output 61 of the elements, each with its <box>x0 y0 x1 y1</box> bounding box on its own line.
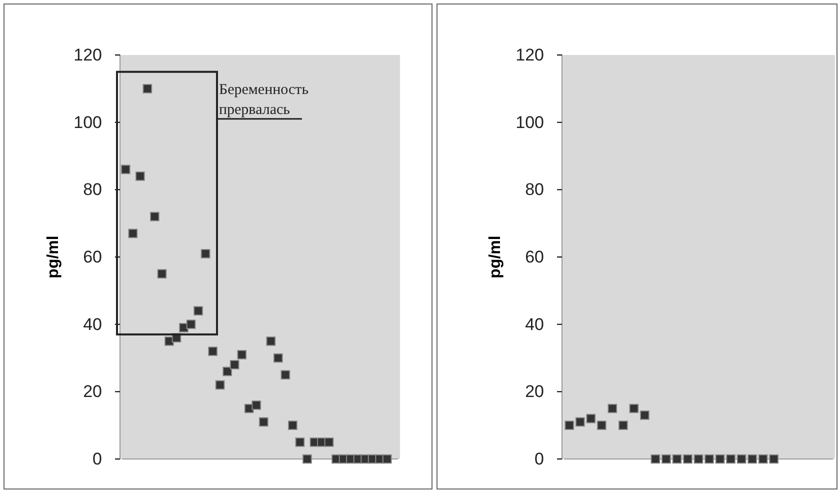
point <box>288 420 298 430</box>
point <box>618 420 628 430</box>
y-axis-title: pg/ml <box>45 236 62 278</box>
y-tick-label: 120 <box>516 45 544 64</box>
point <box>142 84 152 94</box>
point <box>704 454 714 464</box>
point <box>726 454 736 464</box>
y-tick-label: 40 <box>83 314 102 334</box>
point <box>200 248 210 258</box>
point <box>736 454 746 464</box>
point <box>586 414 596 424</box>
y-tick-label: 40 <box>525 314 544 334</box>
point <box>694 454 704 464</box>
y-tick-label: 60 <box>83 247 102 266</box>
point <box>650 454 660 464</box>
y-tick-label: 20 <box>525 382 544 402</box>
point <box>748 454 757 464</box>
annotation: Беременность прервалась <box>219 82 309 118</box>
point <box>575 417 585 427</box>
y-tick-label: 0 <box>534 449 544 468</box>
point <box>662 454 671 464</box>
y-axis-title: pg/ml <box>487 236 504 278</box>
y-tick-label: 0 <box>92 449 102 468</box>
point <box>608 404 618 414</box>
point <box>564 420 574 430</box>
y-tick-label: 60 <box>525 247 544 266</box>
point <box>280 370 290 380</box>
point <box>324 437 334 447</box>
point <box>258 417 268 427</box>
point <box>596 420 606 430</box>
y-tick-label: 20 <box>83 382 102 402</box>
point <box>194 306 203 316</box>
y-tick-label: 100 <box>516 112 544 132</box>
point <box>302 454 312 464</box>
point <box>295 437 305 447</box>
point <box>672 454 682 464</box>
point <box>273 353 283 363</box>
point <box>769 454 779 464</box>
point <box>222 366 232 376</box>
point <box>629 404 639 414</box>
point <box>120 164 130 174</box>
point <box>252 400 262 410</box>
y-tick-label: 120 <box>74 45 102 64</box>
point <box>128 228 138 238</box>
point <box>382 454 392 464</box>
point <box>237 350 247 360</box>
point <box>186 320 196 330</box>
point <box>683 454 692 464</box>
y-tick-label: 80 <box>525 180 544 200</box>
point <box>230 360 240 370</box>
y-tick-label: 80 <box>83 180 102 200</box>
point <box>157 269 167 279</box>
point <box>640 410 650 420</box>
point <box>715 454 725 464</box>
point <box>135 172 145 181</box>
point <box>215 380 225 390</box>
point <box>150 212 160 222</box>
point <box>266 336 276 346</box>
point <box>208 346 218 356</box>
y-tick-label: 100 <box>74 112 102 132</box>
point <box>758 454 768 464</box>
